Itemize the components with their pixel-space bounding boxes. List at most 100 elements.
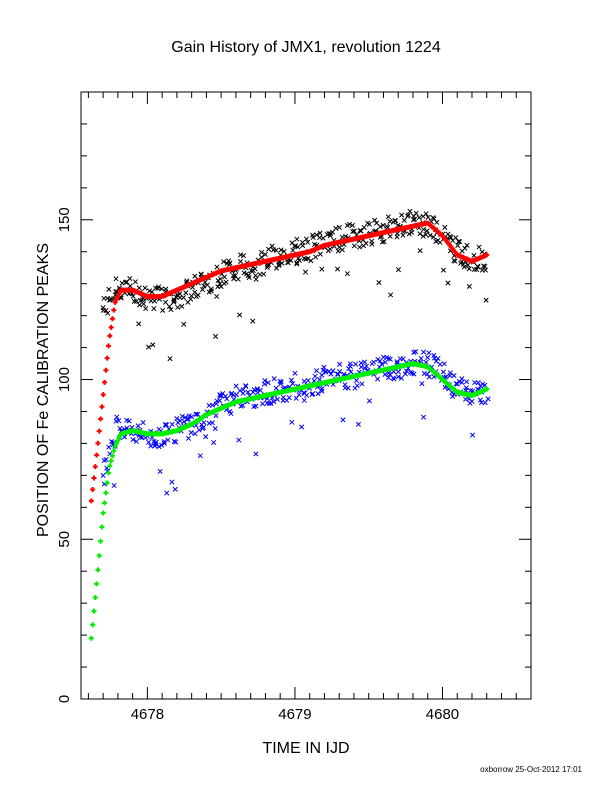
data-point: [403, 368, 410, 374]
data-point: [106, 286, 112, 292]
data-point: [426, 350, 432, 356]
data-point: [469, 432, 476, 438]
data-point: [109, 453, 115, 459]
data-point: [98, 538, 104, 544]
data-point: [445, 280, 451, 286]
data-point: [337, 361, 343, 367]
data-point: [222, 393, 229, 399]
data-point: [347, 363, 353, 369]
data-point: [303, 236, 309, 242]
data-point: [152, 298, 158, 304]
data-point: [485, 396, 491, 402]
data-point: [377, 224, 383, 230]
data-point: [181, 321, 187, 327]
data-point: [299, 424, 305, 430]
data-point: [115, 437, 121, 443]
data-point: [302, 269, 309, 275]
data-point: [305, 377, 311, 384]
data-point: [476, 244, 482, 250]
data-point: [359, 381, 365, 387]
data-point: [372, 217, 378, 223]
data-point: [100, 510, 106, 516]
data-point: [149, 289, 155, 295]
data-point: [130, 293, 136, 299]
data-point: [212, 425, 218, 432]
data-point: [395, 267, 402, 273]
data-point: [354, 383, 360, 389]
data-point: [430, 234, 437, 240]
data-point: [323, 369, 329, 375]
data-point: [424, 228, 430, 234]
data-point: [384, 223, 390, 229]
data-point: [278, 247, 284, 253]
data-point: [328, 371, 334, 377]
data-point: [126, 418, 132, 424]
data-point: [333, 225, 339, 231]
data-point: [259, 254, 265, 260]
data-point: [213, 413, 219, 419]
data-point: [163, 286, 169, 292]
data-point: [459, 379, 465, 385]
data-point: [271, 376, 277, 382]
data-point: [425, 214, 431, 220]
data-point: [441, 361, 447, 367]
data-point: [146, 439, 152, 445]
data-point: [339, 247, 345, 253]
data-point: [157, 468, 163, 474]
data-point: [466, 283, 472, 289]
series-3: [88, 361, 490, 641]
chart-title: Gain History of JMX1, revolution 1224: [171, 39, 441, 56]
data-point: [98, 416, 104, 422]
data-point: [168, 307, 174, 313]
data-point: [91, 475, 97, 481]
data-point: [400, 232, 406, 238]
data-point: [482, 267, 488, 273]
data-point: [185, 435, 192, 441]
plot-frame: [80, 91, 532, 700]
data-point: [227, 260, 233, 266]
data-point: [362, 359, 368, 365]
data-point: [355, 421, 361, 427]
data-point: [92, 464, 98, 470]
data-point: [413, 210, 419, 216]
data-point: [169, 479, 175, 485]
data-point: [130, 437, 136, 443]
data-point: [345, 385, 351, 391]
data-point: [203, 434, 209, 440]
data-point: [344, 271, 350, 277]
data-point: [452, 258, 458, 264]
data-point: [423, 211, 429, 217]
data-point: [301, 378, 307, 384]
data-point: [420, 414, 427, 420]
data-point: [88, 635, 94, 641]
data-point: [105, 310, 111, 316]
x-tick-label: 4680: [426, 706, 459, 723]
data-point: [412, 216, 418, 222]
data-point: [399, 212, 405, 218]
data-point: [295, 244, 301, 250]
data-point: [451, 373, 457, 379]
x-axis-label: TIME IN IJD: [262, 740, 349, 757]
data-point: [379, 361, 385, 367]
data-point: [450, 393, 456, 399]
data-point: [95, 567, 101, 573]
data-point: [296, 392, 302, 398]
data-point: [315, 391, 321, 397]
data-point: [353, 377, 359, 384]
data-point: [459, 376, 465, 382]
data-point: [296, 257, 302, 264]
data-point: [164, 490, 170, 496]
y-tick-label: 0: [56, 695, 73, 703]
data-point: [233, 383, 239, 389]
data-point: [416, 215, 422, 221]
data-point: [161, 439, 167, 445]
data-point: [371, 359, 377, 365]
data-point: [111, 448, 117, 454]
data-point: [142, 285, 148, 291]
data-point: [236, 437, 242, 443]
data-point: [167, 356, 173, 362]
data-point: [273, 385, 279, 391]
data-point: [200, 286, 206, 293]
data-point: [319, 372, 325, 378]
series-0: [100, 208, 489, 362]
